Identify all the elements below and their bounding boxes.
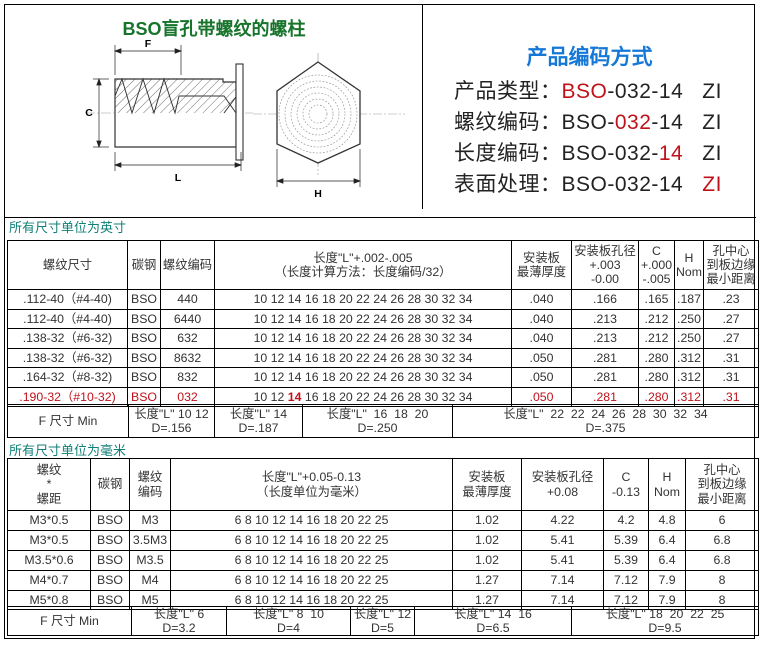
svg-text:L: L — [175, 172, 182, 184]
svg-text:H: H — [314, 188, 322, 200]
svg-text:C: C — [85, 107, 93, 119]
svg-text:F: F — [145, 38, 152, 50]
